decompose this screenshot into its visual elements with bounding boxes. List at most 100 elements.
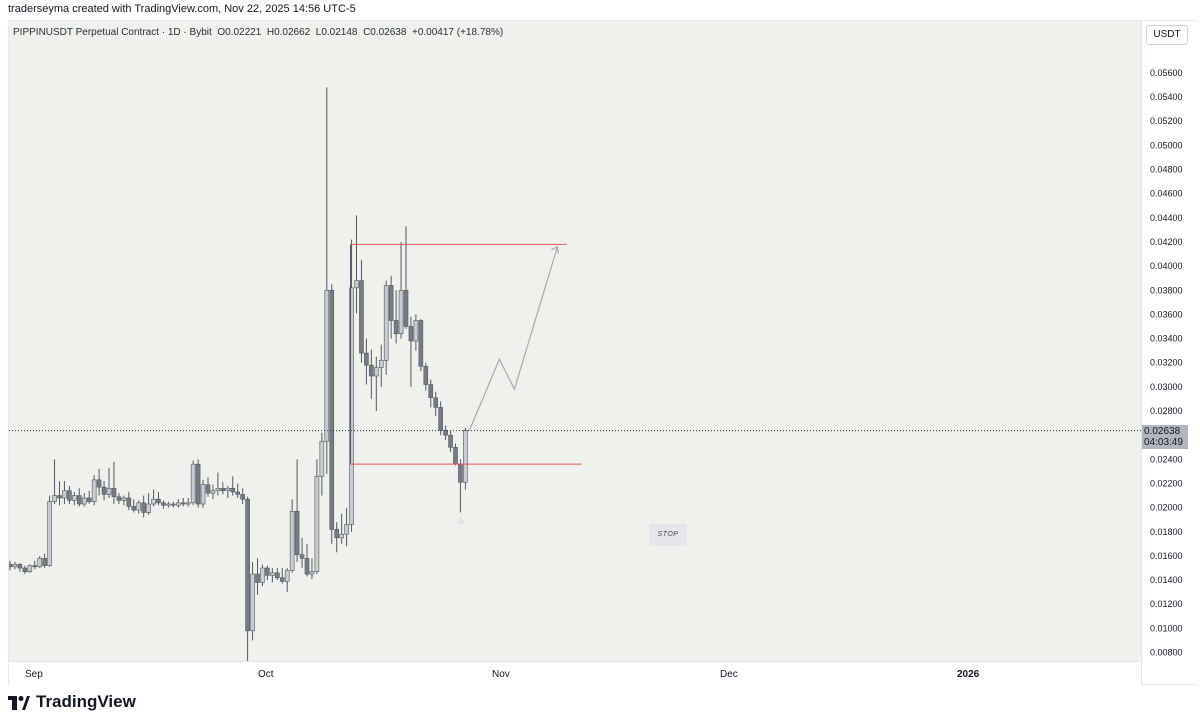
bull-candle-body xyxy=(215,488,221,492)
candle xyxy=(126,491,132,511)
bear-candle-body xyxy=(245,498,250,632)
bear-candle-body xyxy=(265,567,270,576)
price-tick-label: 0.02200 xyxy=(1150,478,1183,488)
candle xyxy=(393,290,399,344)
bear-candle-body xyxy=(428,384,434,399)
price-tick-label: 0.04000 xyxy=(1150,261,1183,271)
price-axis[interactable]: 0.05600 0.05400 0.05200 0.05000 0.04800 0.046… xyxy=(1141,21,1196,684)
candle xyxy=(403,226,409,329)
candle xyxy=(161,500,166,509)
candle xyxy=(398,241,404,339)
candle xyxy=(47,495,52,567)
candle xyxy=(136,500,141,514)
candle xyxy=(121,495,127,506)
price-tick-label: 0.03800 xyxy=(1150,285,1183,295)
price-tick-label: 0.02400 xyxy=(1150,454,1183,464)
bull-candle-body xyxy=(37,558,43,568)
price-tick-label: 0.05400 xyxy=(1150,92,1183,102)
bear-candle-body xyxy=(161,502,166,506)
bear-candle-body xyxy=(101,486,107,495)
bear-candle-body xyxy=(57,495,62,499)
candle xyxy=(62,481,67,505)
candle xyxy=(329,284,335,544)
bull-candle-body xyxy=(146,503,151,513)
candle xyxy=(235,483,240,498)
candle xyxy=(72,491,77,506)
bear-candle-body xyxy=(388,285,394,321)
candle xyxy=(86,490,92,505)
price-tick-label: 0.05000 xyxy=(1150,140,1183,150)
symbol-title[interactable]: PIPPINUSDT Perpetual Contract · 1D · Byb… xyxy=(13,27,212,38)
candle xyxy=(81,493,87,507)
candle xyxy=(171,501,176,508)
last-price-value: 0.02638 xyxy=(1144,425,1181,437)
bear-candle-body xyxy=(77,495,82,505)
candle xyxy=(91,475,97,506)
time-axis-ticks: Sep Oct Nov Dec 2026 xyxy=(25,669,980,680)
bull-candle-body xyxy=(349,287,354,525)
bear-candle-body xyxy=(111,488,117,498)
stop-annotation[interactable]: STOP xyxy=(649,524,687,546)
bull-candle-body xyxy=(413,320,419,342)
bull-candle-body xyxy=(136,502,141,511)
candle xyxy=(101,481,107,501)
bull-candle-body xyxy=(151,498,156,505)
bear-candle-body xyxy=(116,496,122,501)
currency-button[interactable]: USDT xyxy=(1146,25,1188,45)
price-tick-label: 0.05200 xyxy=(1150,116,1183,126)
chart-frame: PIPPINUSDT Perpetual Contract · 1D · Byb… xyxy=(8,20,1196,685)
bear-candle-body xyxy=(458,463,463,483)
bull-candle-body xyxy=(91,479,97,502)
bull-candle-body xyxy=(270,572,275,576)
price-tick-label: 0.03400 xyxy=(1150,334,1183,344)
candle xyxy=(27,564,33,573)
candle xyxy=(260,564,265,587)
bear-candle-body xyxy=(329,289,335,530)
time-tick-label: Oct xyxy=(258,669,274,680)
bull-candle-body xyxy=(319,440,325,477)
bear-candle-body xyxy=(364,352,369,366)
price-tick-label: 0.03000 xyxy=(1150,382,1183,392)
candle xyxy=(369,349,374,399)
candle xyxy=(319,432,325,496)
bull-candle-body xyxy=(106,488,112,495)
candle xyxy=(463,427,468,490)
candle xyxy=(225,485,231,498)
bull-candle-body xyxy=(373,367,379,377)
legend-close: C0.02638 xyxy=(363,27,407,38)
stop-pointer xyxy=(456,516,467,524)
bear-candle-body xyxy=(403,289,409,327)
candle xyxy=(146,493,151,515)
bull-candle-body xyxy=(463,430,468,483)
candle xyxy=(17,563,23,572)
time-tick-label: 2026 xyxy=(957,669,980,680)
bear-candle-body xyxy=(32,565,38,568)
price-tick-label: 0.02800 xyxy=(1150,406,1183,416)
bear-candle-body xyxy=(171,503,176,506)
candle xyxy=(12,561,18,570)
bear-candle-body xyxy=(255,573,260,583)
candle xyxy=(383,280,389,375)
bull-candle-body xyxy=(210,490,216,494)
candle xyxy=(344,507,349,547)
bear-candle-body xyxy=(279,577,285,582)
bear-candle-body xyxy=(156,498,161,504)
bull-candle-body xyxy=(324,289,330,442)
bull-candle-body xyxy=(289,510,295,571)
bear-candle-body xyxy=(86,497,92,502)
bull-candle-body xyxy=(260,567,265,583)
candle xyxy=(289,499,295,573)
bear-candle-body xyxy=(274,572,280,578)
bull-candle-body xyxy=(225,488,231,492)
candle xyxy=(314,459,320,575)
price-pane[interactable]: PIPPINUSDT Perpetual Contract · 1D · Byb… xyxy=(9,21,1141,661)
time-axis[interactable]: Sep Oct Nov Dec 2026 xyxy=(9,661,1141,685)
bear-candle-body xyxy=(453,446,458,465)
bear-candle-body xyxy=(131,506,137,511)
candle xyxy=(77,488,82,507)
bull-candle-body xyxy=(314,475,320,572)
candle xyxy=(116,493,122,505)
candle xyxy=(57,481,62,506)
bear-candle-body xyxy=(408,326,414,342)
candle xyxy=(354,215,359,314)
